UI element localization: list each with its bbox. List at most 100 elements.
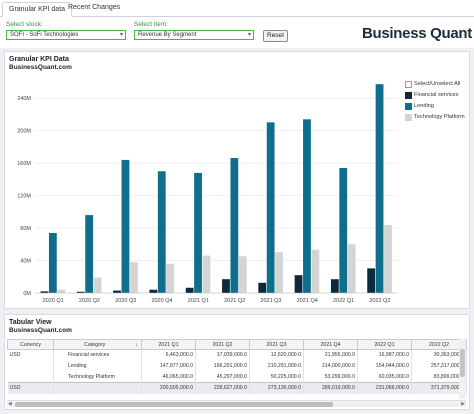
y-tick-label: 80M [20,226,31,232]
stock-select-value: SOFI - SoFi Technologies [10,32,79,38]
bar-financial-services[interactable] [149,289,158,293]
column-header[interactable]: 2021 Q1 [141,339,196,350]
reset-button[interactable]: Reset [263,30,288,42]
y-tick-label: 120M [17,194,31,200]
data-table: Currency Category ↓ 2021 Q1 2021 Q2 2021 … [7,339,467,394]
table-total-row: USD 200,505,000.0 228,627,000.0 273,136,… [7,382,467,394]
column-header-label: Category [84,341,106,348]
table-cell: 231,066,000.0 [357,382,412,394]
x-tick-label: 2020 Q4 [151,298,172,304]
scrollbar-thumb[interactable] [15,402,333,407]
x-tick-label: 2020 Q1 [43,298,64,304]
bar-chart: 0M 40M 80M 120M 160M 200M 240M 2020 Q1 2020 Q2 20… [17,84,398,304]
bar-financial-services[interactable] [222,279,230,293]
tab-granular-kpi-data[interactable]: Granular KPI data [2,2,73,17]
bar-lending[interactable] [339,167,348,293]
table-cell: 273,136,000.0 [249,382,304,394]
column-header[interactable]: Category ↓ [53,339,142,350]
bar-lending[interactable] [375,84,384,293]
table-cell: 50,225,000.0 [249,371,304,383]
bar-financial-services[interactable] [258,282,267,293]
table-cell: 45,297,000.0 [195,371,250,383]
x-tick-label: 2021 Q2 [224,298,245,304]
legend-label: Financial services [414,92,459,98]
scroll-right-icon[interactable]: ▶ [461,401,465,407]
column-header[interactable]: 2021 Q2 [195,339,250,350]
table-cell: 154,044,000.0 [357,360,412,372]
bar-financial-services[interactable] [185,287,194,293]
bar-lending[interactable] [194,172,202,293]
column-header[interactable]: 2022 Q2 [411,339,467,350]
x-tick-label: 2020 Q2 [79,298,100,304]
bar-lending[interactable] [157,171,166,293]
bar-lending[interactable] [48,232,57,293]
table-cell: USD [7,349,54,361]
table-row: Technology Platform 46,065,000.0 45,297,… [7,371,467,383]
bar-technology-platform[interactable] [311,249,320,293]
table-subtitle: BusinessQuant.com [9,327,72,334]
bar-financial-services[interactable] [113,290,121,293]
column-header[interactable]: 2021 Q3 [249,339,304,350]
legend-technology-platform[interactable]: Technology Platform [405,113,471,124]
bar-technology-platform[interactable] [275,252,283,293]
scrollbar-thumb[interactable] [460,349,465,377]
bar-technology-platform[interactable] [129,262,138,293]
bar-financial-services[interactable] [76,291,85,293]
table-cell: 6,463,000.0 [141,349,196,361]
table-cell: Lending [53,360,142,372]
chart-subtitle: BusinessQuant.com [9,64,72,71]
legend-label: Technology Platform [414,114,465,120]
item-select[interactable]: Revenue By Segment ▾ [134,30,254,40]
tab-bar: Granular KPI data Recent Changes [0,0,474,17]
table-cell: 12,620,000.0 [249,349,304,361]
table-cell: 46,065,000.0 [141,371,196,383]
table-cell: 147,977,000.0 [141,360,196,372]
table-cell: 289,019,000.0 [303,382,358,394]
x-tick-label: 2021 Q4 [297,298,318,304]
bar-lending[interactable] [303,119,311,293]
bar-technology-platform[interactable] [202,255,211,293]
x-tick-label: 2021 Q1 [188,298,209,304]
bar-lending[interactable] [266,122,275,294]
y-tick-label: 160M [17,161,31,167]
stock-select[interactable]: SOFI - SoFi Technologies ▾ [6,30,126,40]
scroll-left-icon[interactable]: ◀ [8,401,12,407]
column-header[interactable]: 2021 Q4 [303,339,358,350]
table-cell [7,360,54,372]
bar-technology-platform[interactable] [238,256,247,293]
bar-financial-services[interactable] [294,275,303,293]
table-cell: 257,317,000.0 [411,360,467,372]
stock-label: Select stock: [6,21,43,28]
tab-recent-changes[interactable]: Recent Changes [68,4,121,11]
legend-select-all[interactable]: Select/Unselect All [405,80,471,91]
bar-financial-services[interactable] [40,291,49,293]
table-row: Lending 147,977,000.0 166,291,000.0 210,… [7,360,467,372]
bar-lending[interactable] [85,215,94,293]
sort-arrow-icon[interactable]: ↓ [135,341,138,348]
legend-lending[interactable]: Lending [405,102,471,113]
bar-technology-platform[interactable] [384,224,392,293]
table-cell: 200,505,000.0 [141,382,196,394]
column-header[interactable]: 2022 Q1 [357,339,412,350]
bar-technology-platform[interactable] [57,289,66,293]
table-cell: 16,987,000.0 [357,349,412,361]
table-cell: 228,627,000.0 [195,382,250,394]
bar-technology-platform[interactable] [93,277,102,293]
vertical-scrollbar[interactable] [459,339,466,399]
legend-label: Lending [414,103,434,109]
table-cell [53,382,142,394]
column-header[interactable]: Currency [7,339,54,350]
legend-financial-services[interactable]: Financial services [405,91,471,102]
chevron-down-icon: ▾ [247,32,251,38]
horizontal-scrollbar[interactable]: ◀ ▶ [7,400,466,407]
chart-title: Granular KPI Data [9,56,69,63]
chart-panel: Granular KPI Data BusinessQuant.com 0M 40… [4,51,470,309]
bar-lending[interactable] [230,158,239,293]
y-tick-label: 40M [20,259,31,265]
bar-financial-services[interactable] [367,268,376,293]
bar-technology-platform[interactable] [347,244,356,293]
bar-technology-platform[interactable] [166,263,175,293]
bar-financial-services[interactable] [330,279,339,293]
bar-lending[interactable] [121,159,130,293]
table-cell: USD [7,382,54,394]
